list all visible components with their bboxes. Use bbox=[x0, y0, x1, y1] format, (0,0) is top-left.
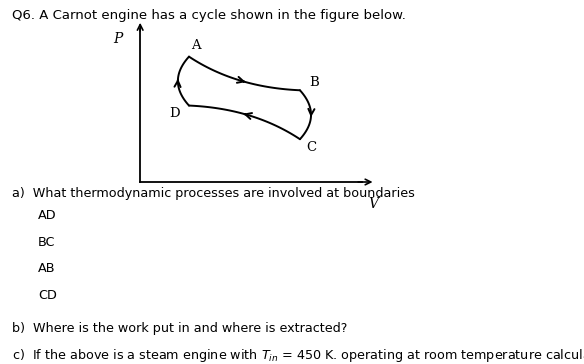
Text: b)  Where is the work put in and where is extracted?: b) Where is the work put in and where is… bbox=[12, 322, 347, 335]
Text: c)  If the above is a steam engine with $T_{in}$ = 450 K. operating at room temp: c) If the above is a steam engine with $… bbox=[12, 347, 584, 364]
Text: CD: CD bbox=[38, 289, 57, 302]
Text: AB: AB bbox=[38, 262, 55, 276]
Text: P: P bbox=[113, 32, 123, 46]
Text: a)  What thermodynamic processes are involved at boundaries: a) What thermodynamic processes are invo… bbox=[12, 187, 415, 201]
Text: B: B bbox=[309, 76, 318, 89]
Text: Q6. A Carnot engine has a cycle shown in the figure below.: Q6. A Carnot engine has a cycle shown in… bbox=[12, 9, 405, 22]
Text: C: C bbox=[307, 141, 317, 154]
Text: V: V bbox=[368, 197, 378, 211]
Text: AD: AD bbox=[38, 209, 57, 222]
Text: A: A bbox=[191, 39, 201, 52]
Text: BC: BC bbox=[38, 236, 55, 249]
Text: D: D bbox=[169, 107, 180, 120]
